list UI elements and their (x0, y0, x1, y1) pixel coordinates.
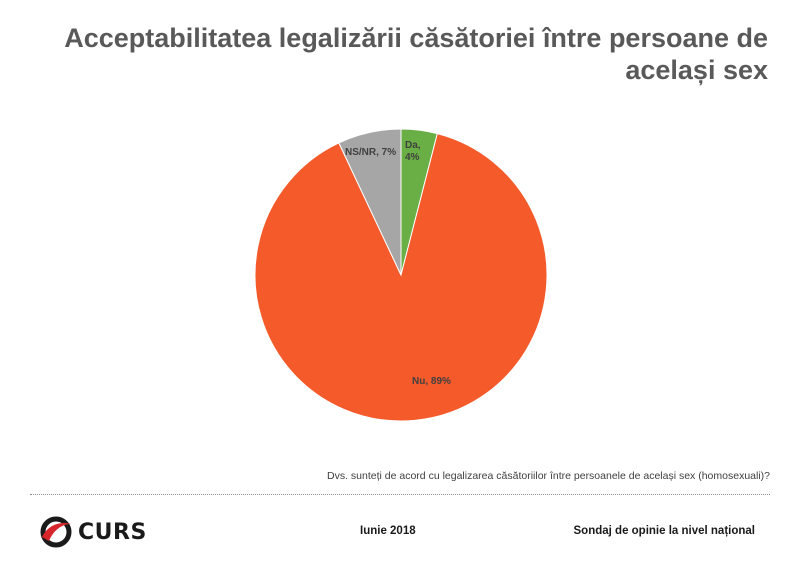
curs-logo: CURS (38, 515, 147, 549)
survey-date: Iunie 2018 (360, 525, 416, 537)
pie-labels: Da, 4% Nu, 89% NS/NR, 7% (345, 140, 451, 387)
survey-type: Sondaj de opinie la nivel național (573, 525, 755, 537)
chart-title: Acceptabilitatea legalizării căsătoriei … (64, 23, 768, 85)
footer-divider (30, 494, 770, 495)
curs-swoosh-icon (40, 516, 72, 548)
slice-label-nsnr: NS/NR, 7% (345, 147, 396, 158)
pie-slices (254, 128, 548, 422)
survey-question: Dvs. sunteți de acord cu legalizarea căs… (327, 470, 770, 482)
pie-slice-nsnr (338, 128, 402, 276)
logo-text: CURS (78, 519, 147, 545)
slice-label-da-percent: 4% (405, 152, 420, 163)
pie-slice-nu (254, 132, 548, 422)
slice-label-nu: Nu, 89% (412, 376, 451, 387)
slice-label-da: Da, (405, 140, 421, 151)
